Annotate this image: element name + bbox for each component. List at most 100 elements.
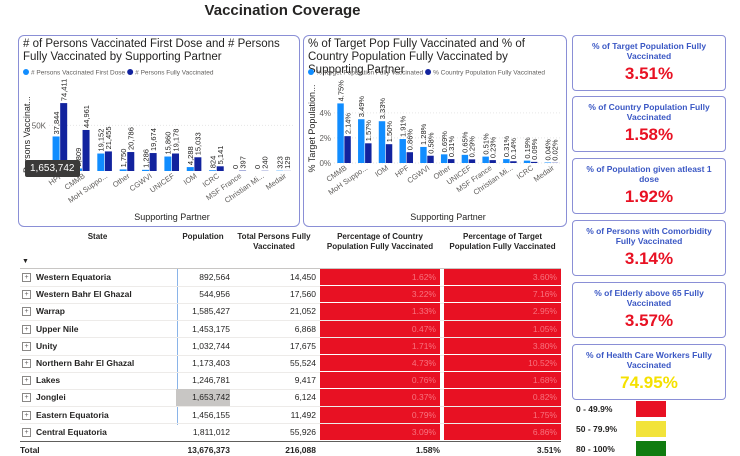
row-rule (20, 423, 561, 425)
legend-dot (308, 69, 314, 75)
bar (523, 160, 531, 163)
data-label: 0 (253, 165, 262, 169)
column-header: Population (182, 232, 224, 241)
x-tick-label: Medair (532, 163, 556, 184)
expand-icon[interactable]: + (22, 427, 31, 437)
chart-card: # of Persons Vaccinated First Dose and #… (18, 35, 300, 227)
table-cell: 0.37% (320, 389, 440, 406)
x-tick-label: Medair (264, 171, 288, 192)
row-label: Central Equatoria (36, 426, 107, 437)
data-label: 0.86% (406, 129, 415, 151)
kpi-card: % of Country Population Fully Vaccinated… (572, 96, 726, 152)
data-label: 1.57% (364, 120, 373, 142)
table-cell: 17,675 (290, 340, 316, 351)
expand-icon[interactable]: + (22, 376, 31, 386)
x-tick-label: CGWVI (405, 163, 431, 185)
kpi-title: % of Target Population Fully Vaccinated (591, 41, 707, 61)
color-legend-label: 80 - 100% (576, 444, 615, 454)
sort-arrow: ▼ (22, 258, 29, 265)
table-cell: 0.47% (320, 320, 440, 337)
expand-icon[interactable]: + (22, 273, 31, 282)
expand-icon[interactable]: + (22, 324, 31, 334)
color-legend-swatch (636, 401, 666, 417)
data-label: 19,152 (97, 129, 106, 152)
data-label: 74,411 (59, 79, 68, 101)
data-label: 0.19% (523, 137, 532, 159)
table-cell: 3.09% (320, 423, 440, 440)
row-label: Unity (36, 340, 58, 351)
table-cell: 11,492 (290, 409, 316, 420)
y-tick-label: 50K (32, 121, 47, 130)
data-label: 15,033 (194, 132, 203, 155)
data-label: 1.50% (385, 121, 394, 143)
bar (82, 129, 90, 171)
kpi-card: % of Elderly above 65 Fully Vaccinated 3.… (572, 282, 726, 338)
table-cell: 1.75% (444, 406, 561, 423)
tooltip: 1,653,742 (25, 160, 80, 177)
table-cell: 216,088 (285, 445, 316, 455)
expand-icon[interactable]: + (22, 393, 31, 403)
row-rule (20, 320, 561, 322)
column-header: State (87, 232, 108, 241)
table-cell: 13,676,373 (187, 445, 230, 455)
kpi-value: 3.51% (624, 64, 674, 83)
data-label: 4,288 (186, 146, 195, 165)
data-label: 2,809 (74, 148, 83, 167)
table-cell: 21,052 (290, 306, 316, 317)
row-label: Western Bahr El Ghazal (36, 289, 132, 300)
data-label: 0.58% (426, 132, 435, 154)
x-tick-label: IOM (373, 163, 390, 179)
y-tick-label: 2% (319, 134, 331, 143)
kpi-value: 1.92% (624, 187, 674, 206)
expand-icon[interactable]: + (22, 359, 31, 368)
data-label: 21,455 (104, 126, 113, 149)
chart-card: % of Target Pop Fully Vaccinated and % o… (303, 35, 567, 227)
expand-icon[interactable]: + (22, 307, 31, 317)
bar (468, 159, 476, 163)
table-cell: 1.33% (320, 303, 440, 320)
row-label: Western Equatoria (36, 272, 111, 282)
bar (149, 153, 157, 171)
table-cell: 892,564 (199, 272, 230, 282)
kpi-value: 3.57% (624, 311, 674, 330)
x-tick-label: IOM (182, 171, 199, 187)
header-rule (20, 268, 561, 269)
bar (385, 144, 393, 163)
row-label: Total (20, 445, 40, 455)
expand-icon[interactable]: + (22, 290, 31, 300)
table-cell: 1,653,742 (176, 389, 230, 407)
table-cell: 3.51% (536, 445, 561, 455)
data-label: 0.04% (544, 139, 553, 161)
row-label: Upper Nile (36, 323, 79, 334)
row-rule (20, 406, 561, 408)
color-legend-swatch (636, 441, 666, 456)
table-cell: 55,926 (290, 426, 316, 437)
table-cell: 1.05% (444, 320, 561, 337)
data-label: 0.69% (440, 131, 449, 153)
legend-label: # Persons Fully Vaccinated (135, 70, 214, 77)
column-rule (177, 269, 178, 425)
kpi-title: % of Elderly above 65 Fully Vaccinated (594, 288, 704, 308)
data-label: 240 (261, 156, 270, 169)
kpi-value: 1.58% (624, 125, 674, 144)
bar (216, 166, 224, 171)
table-cell: 3.80% (444, 337, 561, 354)
table-cell: 0.82% (444, 389, 561, 406)
y-axis-label: Persons Vaccinat... (22, 96, 32, 173)
table-cell: 1,173,403 (192, 358, 230, 368)
bar (104, 151, 112, 171)
bar (127, 152, 135, 171)
legend-dot (425, 69, 432, 75)
table-cell: 2.95% (444, 303, 561, 320)
row-rule (20, 302, 561, 304)
row-rule (20, 371, 561, 373)
bar (194, 157, 202, 171)
bar (482, 156, 489, 163)
data-label: 0.23% (488, 137, 497, 159)
legend-label: % Country Population Fully Vaccinated (433, 70, 545, 77)
expand-icon[interactable]: + (22, 341, 31, 351)
table-cell: 3.60% (444, 269, 561, 286)
bar (172, 153, 180, 171)
expand-icon[interactable]: + (22, 410, 31, 420)
